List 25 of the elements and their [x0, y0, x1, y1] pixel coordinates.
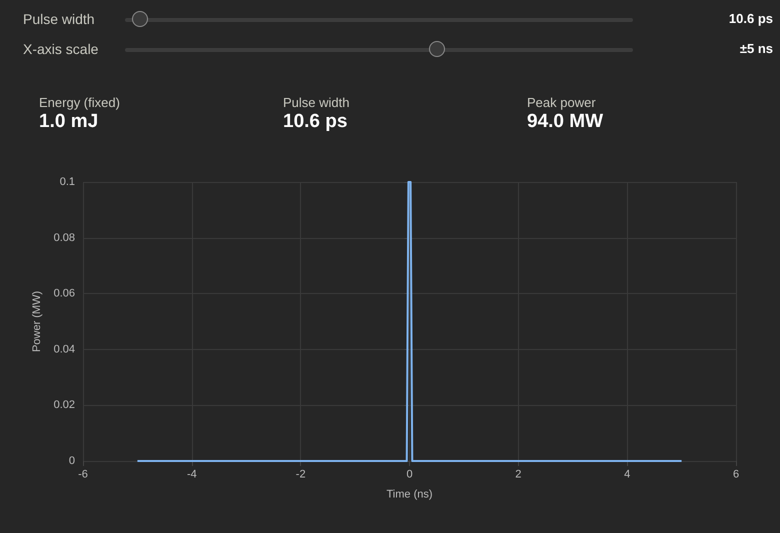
- x-tick-label: 4: [624, 468, 630, 480]
- y-tick-label: 0.08: [54, 232, 75, 244]
- y-tick-label: 0.1: [60, 176, 75, 188]
- x-tick-label: -2: [296, 468, 306, 480]
- text: Pulse width: [23, 11, 95, 27]
- x-tick-label: -6: [78, 468, 88, 480]
- x-tick-label: 6: [732, 468, 740, 480]
- x-tick-label: -4: [186, 468, 197, 480]
- text: Peak power: [527, 95, 597, 110]
- text: Energy (fixed): [39, 95, 120, 110]
- y-tick-label: 0.04: [54, 343, 75, 356]
- text: 10.6 ps: [283, 111, 348, 133]
- y-axis-title: Power (MW): [31, 290, 44, 352]
- text: ±5 ns: [740, 41, 773, 56]
- text: X-axis scale: [23, 41, 98, 57]
- text: 10.6 ps: [728, 11, 773, 26]
- y-tick-label: 0.02: [54, 399, 75, 412]
- text: 94.0 MW: [527, 111, 604, 133]
- x-tick-label: 2: [515, 468, 522, 480]
- y-tick-label: 0.06: [54, 288, 75, 300]
- text: 1.0 mJ: [39, 111, 100, 133]
- y-tick-label: 0: [68, 455, 75, 467]
- text: Pulse width: [283, 95, 350, 110]
- x-tick-label: 0: [406, 468, 413, 480]
- x-axis-title: Time (ns): [386, 488, 433, 500]
